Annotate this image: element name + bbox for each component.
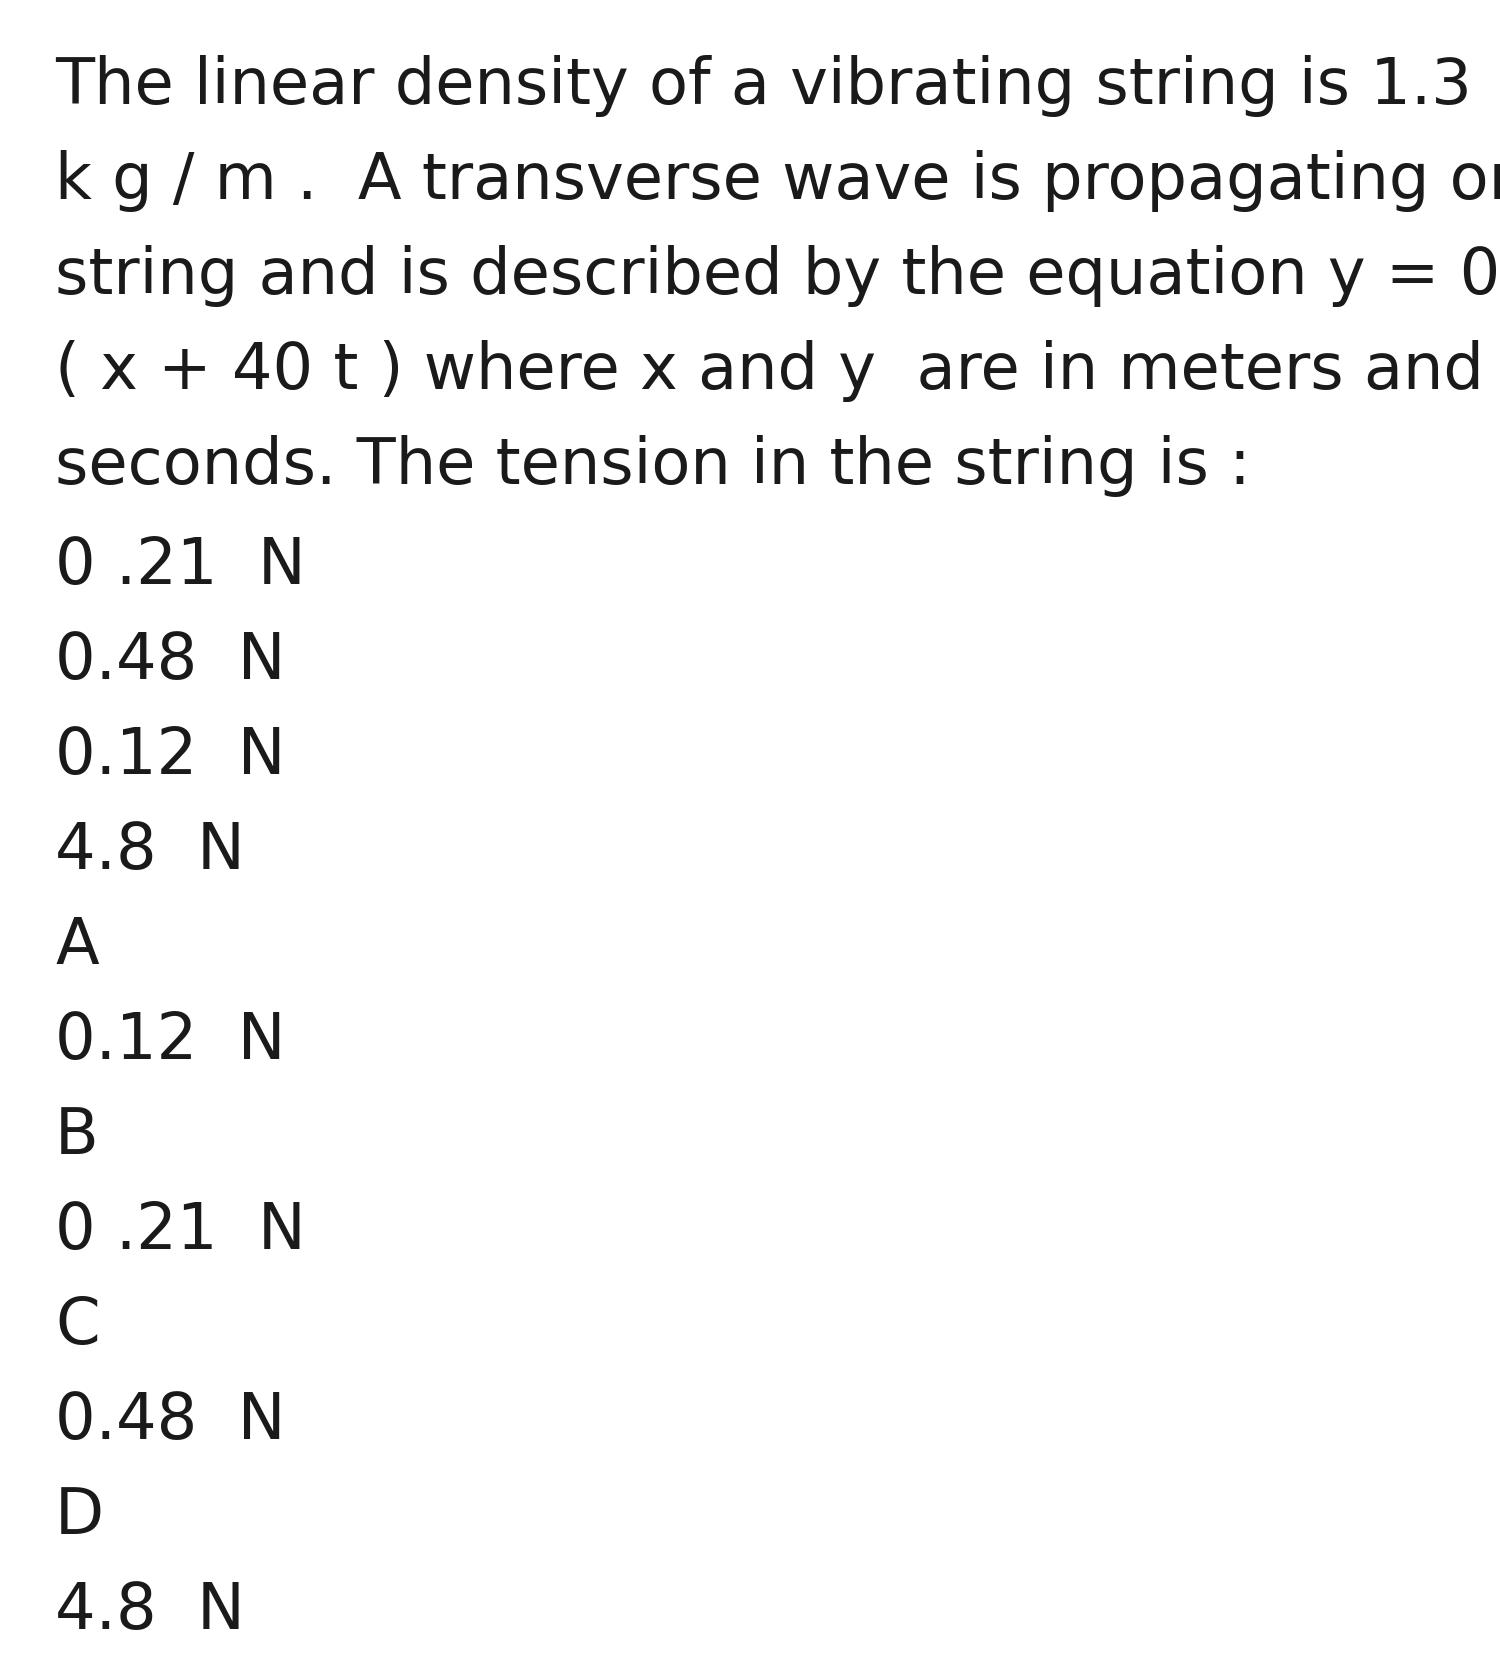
Text: 4.8  N: 4.8 N xyxy=(56,819,244,882)
Text: ( x + 40 t ) where x and y  are in meters and t in: ( x + 40 t ) where x and y are in meters… xyxy=(56,339,1500,402)
Text: 4.8  N: 4.8 N xyxy=(56,1579,244,1642)
Text: string and is described by the equation y = 0.021 sin: string and is described by the equation … xyxy=(56,245,1500,306)
Text: C: C xyxy=(56,1294,99,1355)
Text: 0.48  N: 0.48 N xyxy=(56,629,285,692)
Text: The linear density of a vibrating string is 1.3 × 10 – 4: The linear density of a vibrating string… xyxy=(56,55,1500,118)
Text: 0.12  N: 0.12 N xyxy=(56,1010,285,1071)
Text: D: D xyxy=(56,1485,104,1546)
Text: 0.12  N: 0.12 N xyxy=(56,725,285,786)
Text: 0.48  N: 0.48 N xyxy=(56,1389,285,1451)
Text: seconds. The tension in the string is :: seconds. The tension in the string is : xyxy=(56,435,1251,496)
Text: 0 .21  N: 0 .21 N xyxy=(56,1200,306,1261)
Text: 0 .21  N: 0 .21 N xyxy=(56,535,306,597)
Text: k g / m .  A transverse wave is propagating on the: k g / m . A transverse wave is propagati… xyxy=(56,151,1500,212)
Text: B: B xyxy=(56,1104,99,1167)
Text: A: A xyxy=(56,915,99,976)
